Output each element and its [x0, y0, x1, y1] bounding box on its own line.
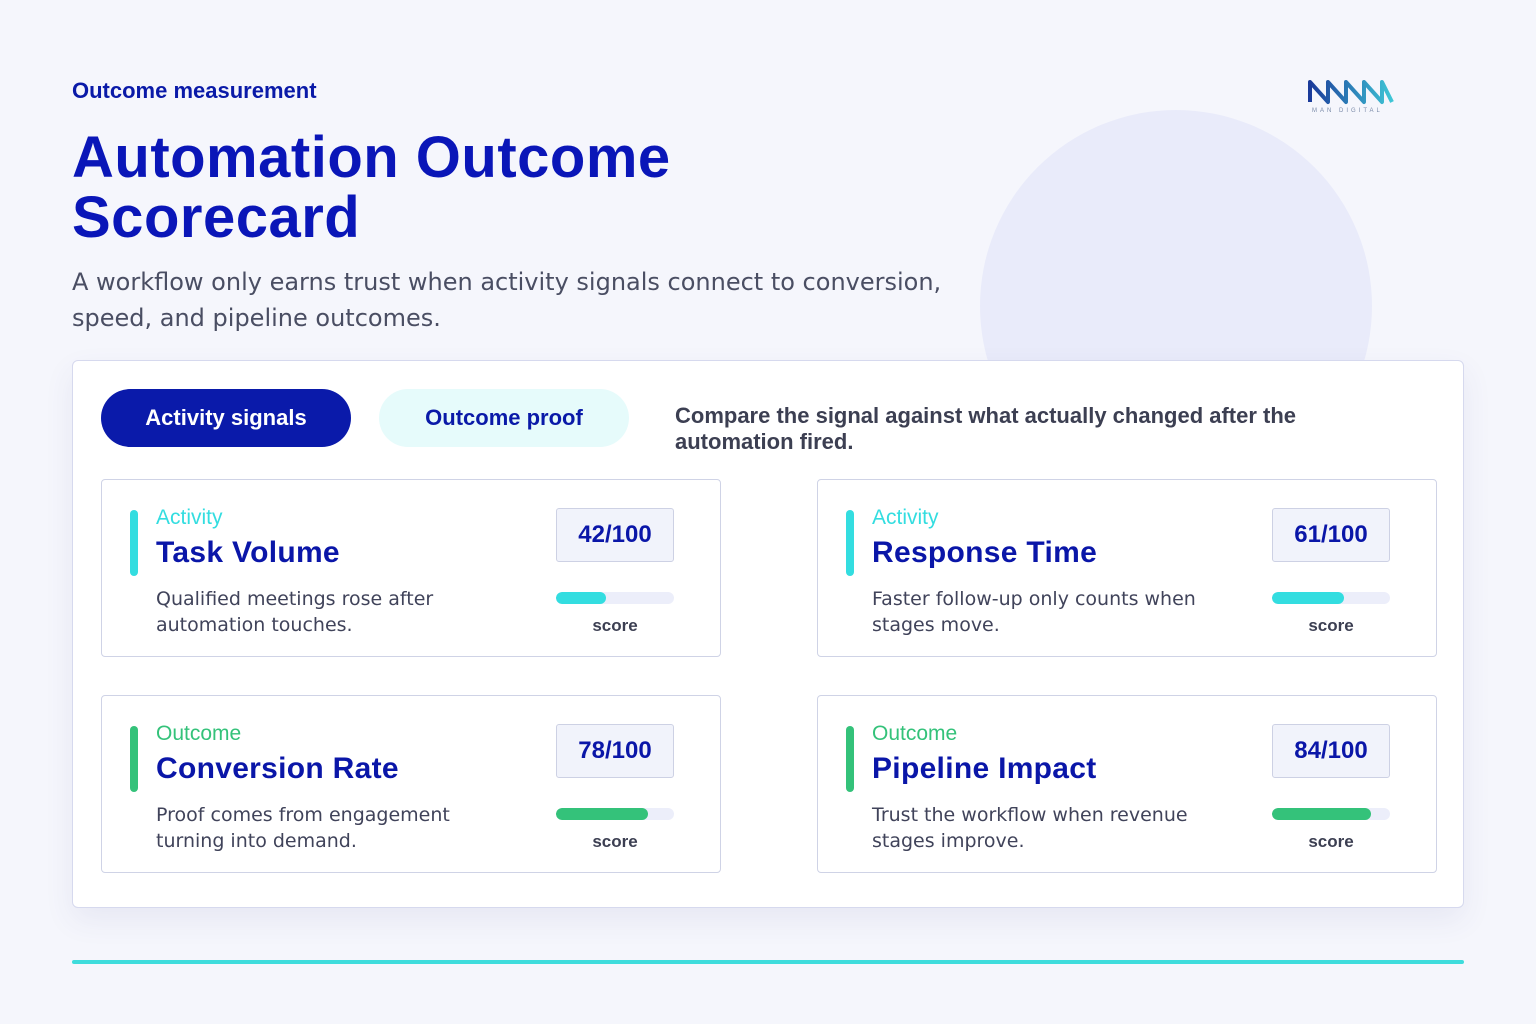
card-conversion-rate: Outcome Conversion Rate Proof comes from…: [101, 695, 721, 873]
card-name: Pipeline Impact: [872, 752, 1097, 785]
panel-note: Compare the signal against what actually…: [675, 403, 1297, 454]
score-bar-fill: [1272, 808, 1372, 820]
card-description: Proof comes from engagement turning into…: [156, 804, 450, 852]
logo-text: MAN DIGITAL: [1312, 108, 1383, 114]
card-name: Task Volume: [156, 536, 340, 569]
card-tag: Activity: [156, 506, 223, 529]
tab-outcome-proof[interactable]: Outcome proof: [379, 389, 629, 447]
score-bar-track: [556, 592, 674, 604]
bottom-divider: [72, 960, 1464, 964]
tab-activity-signals[interactable]: Activity signals: [101, 389, 351, 447]
score-badge: 61/100: [1272, 508, 1390, 562]
card-accent-bar: [130, 510, 138, 576]
scorecard-panel: Activity signals Outcome proof Compare t…: [72, 360, 1464, 908]
card-description: Faster follow-up only counts when stages…: [872, 588, 1196, 636]
score-bar-track: [1272, 592, 1390, 604]
score-label: score: [1308, 832, 1354, 851]
card-pipeline-impact: Outcome Pipeline Impact Trust the workfl…: [817, 695, 1437, 873]
score-badge: 78/100: [556, 724, 674, 778]
score-label: score: [1308, 616, 1354, 635]
score-bar-fill: [556, 808, 649, 820]
page-subtitle: A workflow only earns trust when activit…: [72, 268, 942, 332]
score-bar-track: [1272, 808, 1390, 820]
score-bar-fill: [1272, 592, 1344, 604]
card-name: Response Time: [872, 536, 1098, 569]
score-label: score: [592, 832, 638, 851]
card-accent-bar: [846, 726, 854, 792]
score-bar-track: [556, 808, 674, 820]
score-bar-fill: [556, 592, 606, 604]
page-title: Automation Outcome Scorecard: [72, 125, 671, 250]
score-label: score: [592, 616, 638, 635]
card-response-time: Activity Response Time Faster follow-up …: [817, 479, 1437, 657]
card-task-volume: Activity Task Volume Qualified meetings …: [101, 479, 721, 657]
card-accent-bar: [130, 726, 138, 792]
score-badge: 42/100: [556, 508, 674, 562]
card-tag: Activity: [872, 506, 939, 529]
card-accent-bar: [846, 510, 854, 576]
eyebrow-label: Outcome measurement: [72, 78, 317, 103]
card-tag: Outcome: [156, 722, 242, 745]
card-description: Trust the workflow when revenue stages i…: [872, 804, 1188, 852]
card-name: Conversion Rate: [156, 752, 399, 785]
card-tag: Outcome: [872, 722, 958, 745]
score-badge: 84/100: [1272, 724, 1390, 778]
man-digital-logo: [1308, 80, 1394, 104]
card-description: Qualified meetings rose after automation…: [156, 588, 434, 636]
